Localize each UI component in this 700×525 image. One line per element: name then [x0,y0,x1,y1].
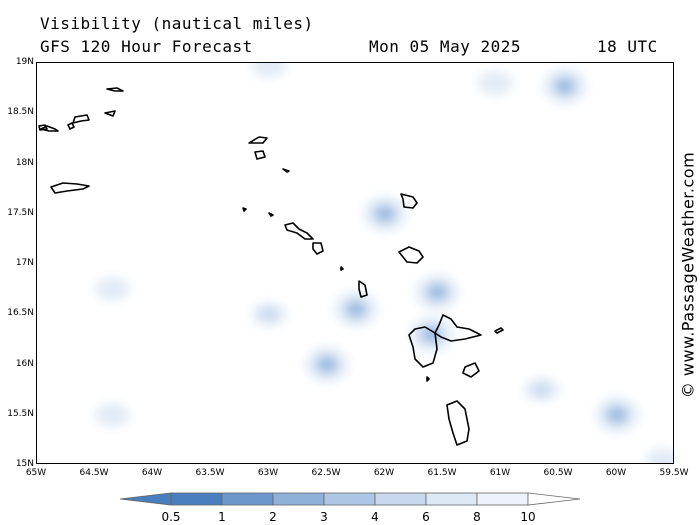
island-anguilla [248,136,268,144]
visibility-area-core [103,283,122,296]
legend-label: 10 [520,510,536,524]
forecast-subtitle: GFS 120 Hour Forecast [40,37,253,56]
legend-label: 0.5 [161,510,181,524]
island-virgin-gorda [106,87,124,92]
island-st-kitts [284,222,314,240]
lon-tick-label: 65W [25,468,47,478]
island-guadeloupe [408,314,482,368]
visibility-area-core [553,77,576,96]
visibility-area-core [260,308,278,321]
visibility-shading [94,63,673,463]
island-montserrat [340,266,344,271]
visibility-map [36,62,674,464]
lat-tick-label: 16N [15,358,34,369]
island-st-croix [50,182,90,194]
legend-label: 2 [269,510,277,524]
visibility-area-core [374,204,396,223]
coastlines [38,87,504,446]
lon-tick-label: 62.5W [311,468,341,478]
legend-swatch [221,492,274,506]
island-st-barth [282,168,290,173]
island-dominica [446,400,470,446]
island-st-eustatius [268,212,274,217]
island-st-john [72,114,90,124]
island-jost-van-dyke [67,122,75,130]
legend-swatch [170,492,223,506]
island-redonda [358,280,368,298]
lat-tick-label: 19N [15,57,34,67]
island-barbuda [400,193,418,209]
lon-tick-label: 61W [489,468,511,478]
lon-tick-label: 63W [257,468,279,478]
lon-tick-label: 63.5W [195,468,225,478]
forecast-time: 18 UTC [597,37,658,56]
island-desirade [494,327,504,334]
visibility-area-core [654,453,673,463]
island-les-saintes [426,376,430,382]
legend-swatch [476,492,529,506]
island-antigua [398,246,424,264]
legend-arrow-high [527,492,581,506]
credit-text: © www.PassageWeather.com [678,151,698,399]
lat-tick-label: 18.5N [7,107,34,118]
island-saba [242,207,247,212]
lat-tick-label: 15N [15,459,34,469]
lon-tick-label: 61.5W [427,468,457,478]
legend-arrow-low [119,492,172,506]
legend-swatch [323,492,376,506]
legend-label: 6 [422,510,430,524]
lon-tick-label: 60.5W [543,468,573,478]
legend-label: 3 [320,510,328,524]
legend-swatch [272,492,325,506]
legend-swatch [374,492,427,506]
lon-tick-label: 60W [605,468,627,478]
legend-label: 8 [473,510,481,524]
lat-tick-label: 18N [15,157,34,168]
island-tortola [40,125,59,132]
visibility-area-core [316,355,338,374]
lat-tick-label: 17.5N [7,207,34,218]
lon-tick-label: 62W [373,468,395,478]
visibility-area-core [606,405,628,424]
lon-tick-label: 64.5W [79,468,109,478]
island-marie-galante [462,362,480,378]
island-anegada [104,110,116,117]
visibility-area-core [532,383,551,396]
visibility-area-core [426,283,449,302]
lat-tick-label: 16.5N [7,308,34,319]
legend-swatch [425,492,478,506]
island-st-martin [254,150,266,160]
legend-label: 4 [371,510,379,524]
visibility-area-core [103,408,122,421]
island-nevis [312,242,324,255]
island-st-thomas [38,124,48,131]
legend-label: 1 [218,510,226,524]
lon-tick-label: 59.5W [659,468,689,478]
lat-tick-label: 15.5N [7,408,34,419]
forecast-date: Mon 05 May 2025 [369,37,521,56]
visibility-area-core [486,77,505,90]
visibility-area-core [345,300,367,319]
lat-tick-label: 17N [15,258,34,268]
map-canvas [38,63,673,463]
visibility-area-core [260,63,278,73]
lon-tick-label: 64W [141,468,163,478]
map-title: Visibility (nautical miles) [40,14,314,33]
